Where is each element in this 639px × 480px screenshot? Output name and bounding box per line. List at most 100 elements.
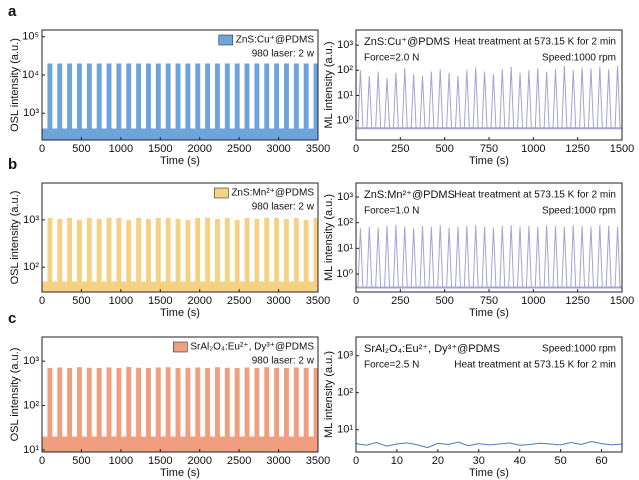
x-tick-label: 0 <box>39 143 45 155</box>
pulse <box>283 63 289 140</box>
x-tick-label: 0 <box>39 295 45 307</box>
plot-frame <box>41 336 319 453</box>
panel-letter: b <box>8 156 17 173</box>
y-tick-label: 10⁵ <box>22 31 39 43</box>
pulse <box>47 368 53 452</box>
pulse <box>185 219 191 292</box>
x-tick-label: 750 <box>480 143 498 155</box>
x-tick-label: 250 <box>391 143 409 155</box>
x-tick-label: 0 <box>353 295 359 307</box>
series-label: ZnS:Mn²⁺@PDMS <box>364 189 455 201</box>
spike <box>366 226 373 288</box>
pulse <box>244 217 250 292</box>
pulse <box>86 63 92 140</box>
pulse <box>214 367 220 452</box>
pulse <box>205 368 211 452</box>
pulse <box>214 63 220 140</box>
y-tick-label: 10¹ <box>337 242 353 254</box>
spike <box>614 226 621 288</box>
y-tick-label: 10³ <box>337 191 353 203</box>
pulse <box>86 367 92 452</box>
y-tick-label: 10³ <box>23 355 39 367</box>
y-tick-label: 10² <box>23 261 39 273</box>
x-axis-title: Time (s) <box>160 155 200 167</box>
pulse <box>145 368 151 452</box>
x-tick-label: 1000 <box>109 455 133 467</box>
pulse <box>96 368 102 452</box>
pulse <box>116 63 122 140</box>
x-tick-label: 1500 <box>610 295 634 307</box>
pulse <box>57 218 63 292</box>
spike <box>463 70 470 129</box>
pulse <box>126 366 132 452</box>
x-tick-label: 500 <box>435 295 453 307</box>
spike <box>605 69 612 129</box>
pulse <box>234 63 240 140</box>
pulse <box>106 63 112 140</box>
pulse <box>175 218 181 292</box>
pulse <box>214 218 220 292</box>
pulse <box>254 63 260 140</box>
spike <box>517 226 524 288</box>
pulse <box>244 63 250 140</box>
pulse <box>145 218 151 292</box>
spike <box>499 225 506 288</box>
spike <box>410 74 417 129</box>
pulse <box>274 63 280 140</box>
x-tick-label: 50 <box>554 455 566 467</box>
pulse <box>155 217 161 292</box>
x-axis-title: Time (s) <box>469 467 509 479</box>
pulse <box>155 367 161 452</box>
pulse <box>96 218 102 292</box>
x-tick-label: 1250 <box>565 143 589 155</box>
pulse <box>145 63 151 140</box>
series-label: SrAl₂O₄:Eu²⁺, Dy³⁺@PDMS <box>364 343 500 355</box>
pulse <box>76 219 82 292</box>
pulse <box>293 217 299 292</box>
legend-swatch <box>173 341 188 353</box>
x-tick-label: 500 <box>435 143 453 155</box>
spike <box>437 225 444 288</box>
y-axis-title: ML intensity (a.u.) <box>323 351 335 438</box>
pulse <box>57 63 63 140</box>
pulse <box>106 217 112 292</box>
spike <box>587 68 594 129</box>
spike <box>490 227 497 288</box>
y-tick-label: 10² <box>337 64 353 76</box>
series-label: ZnS:Cu⁺@PDMS <box>364 36 450 48</box>
y-axis-title: ML intensity (a.u.) <box>323 41 335 128</box>
pulse <box>165 63 171 140</box>
x-tick-label: 2000 <box>187 143 211 155</box>
panel-letter: c <box>8 310 16 327</box>
annotation: Speed:1000 rpm <box>542 344 616 355</box>
pulse <box>303 367 309 452</box>
annotation: Force=2.5 N <box>364 360 419 371</box>
x-tick-label: 3000 <box>266 455 290 467</box>
pulse <box>57 367 63 452</box>
pulse <box>224 367 230 452</box>
spike <box>392 225 399 288</box>
spike <box>534 68 541 129</box>
y-tick-label: 10³ <box>23 214 39 226</box>
pulse <box>313 217 318 292</box>
spike <box>472 225 479 288</box>
annotation: Speed:1000 rpm <box>542 206 616 217</box>
pulse <box>165 367 171 452</box>
pulse <box>303 63 309 140</box>
spike <box>419 75 426 129</box>
spike <box>596 66 603 129</box>
spike <box>384 77 391 129</box>
y-tick-label: 10¹ <box>337 424 353 436</box>
spike <box>596 225 603 288</box>
x-tick-label: 40 <box>514 455 526 467</box>
x-tick-label: 2500 <box>227 143 251 155</box>
spike <box>481 226 488 288</box>
pulse <box>283 368 289 452</box>
y-tick-label: 10³ <box>337 39 353 51</box>
spike <box>437 69 444 129</box>
pulse <box>283 218 289 292</box>
spike <box>579 225 586 288</box>
pulse <box>224 217 230 292</box>
x-tick-label: 3000 <box>266 295 290 307</box>
